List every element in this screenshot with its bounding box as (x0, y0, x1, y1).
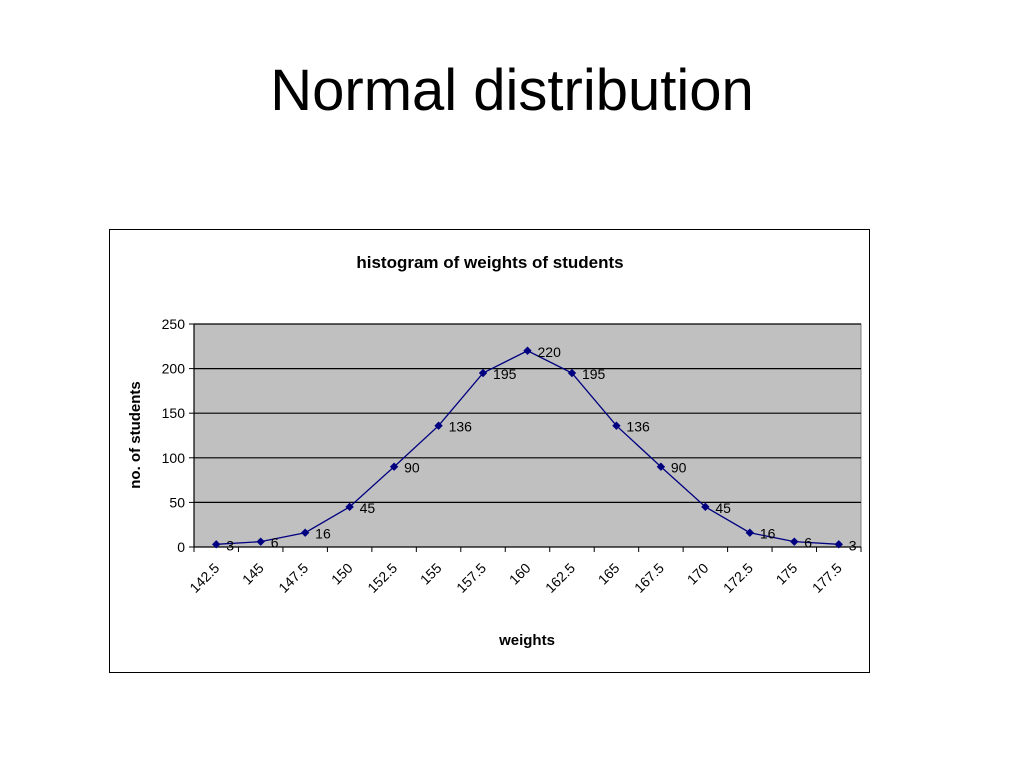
data-point (434, 421, 443, 430)
x-tick-label: 145 (239, 560, 267, 588)
data-label: 3 (226, 537, 234, 553)
y-tick-label: 0 (177, 539, 185, 555)
x-tick-label: 157.5 (453, 560, 489, 596)
data-label: 90 (671, 460, 687, 476)
x-axis-label: weights (498, 632, 555, 649)
data-label: 45 (360, 500, 376, 516)
data-label: 195 (493, 366, 517, 382)
x-tick-label: 147.5 (275, 560, 311, 596)
x-tick-label: 170 (684, 560, 712, 588)
x-tick-label: 177.5 (809, 560, 845, 596)
plot-area (193, 323, 862, 548)
chart-title: histogram of weights of students (356, 253, 623, 272)
data-label: 6 (804, 535, 812, 551)
x-tick-label: 162.5 (542, 560, 578, 596)
y-tick-label: 200 (162, 361, 186, 377)
x-tick-label: 165 (595, 560, 623, 588)
slide-title: Normal distribution (270, 58, 754, 123)
x-tick-label: 175 (773, 560, 801, 588)
y-tick-label: 250 (162, 316, 186, 332)
y-tick-label: 150 (162, 405, 186, 421)
data-point (834, 540, 843, 549)
data-label: 45 (715, 500, 731, 516)
data-point (300, 528, 310, 537)
data-label: 136 (449, 419, 473, 435)
data-point (612, 421, 621, 430)
data-point (701, 502, 710, 512)
x-tick-label: 142.5 (186, 560, 222, 596)
data-point (745, 528, 755, 537)
y-tick-label: 100 (162, 450, 186, 466)
data-point (478, 368, 488, 378)
data-point (212, 540, 221, 549)
x-tick-label: 150 (328, 560, 356, 588)
data-label: 6 (271, 535, 279, 551)
chart-frame: histogram of weights of students weights… (109, 229, 870, 673)
data-label: 16 (315, 526, 331, 542)
data-point (567, 368, 577, 378)
y-axis-label: no. of students (127, 381, 144, 489)
data-label: 90 (404, 460, 420, 476)
x-tick-label: 167.5 (631, 560, 667, 596)
x-tick-label: 152.5 (364, 560, 400, 596)
data-point (790, 537, 799, 546)
x-tick-label: 160 (506, 560, 534, 588)
data-label: 220 (538, 344, 562, 360)
data-label: 3 (849, 537, 857, 553)
line-chart: histogram of weights of students weights… (127, 253, 862, 649)
data-label: 195 (582, 366, 606, 382)
data-label: 136 (626, 419, 650, 435)
x-tick-label: 172.5 (720, 560, 756, 596)
data-point (523, 346, 532, 355)
y-tick-label: 50 (169, 494, 185, 510)
x-tick-label: 155 (417, 560, 445, 588)
data-label: 16 (760, 526, 776, 542)
